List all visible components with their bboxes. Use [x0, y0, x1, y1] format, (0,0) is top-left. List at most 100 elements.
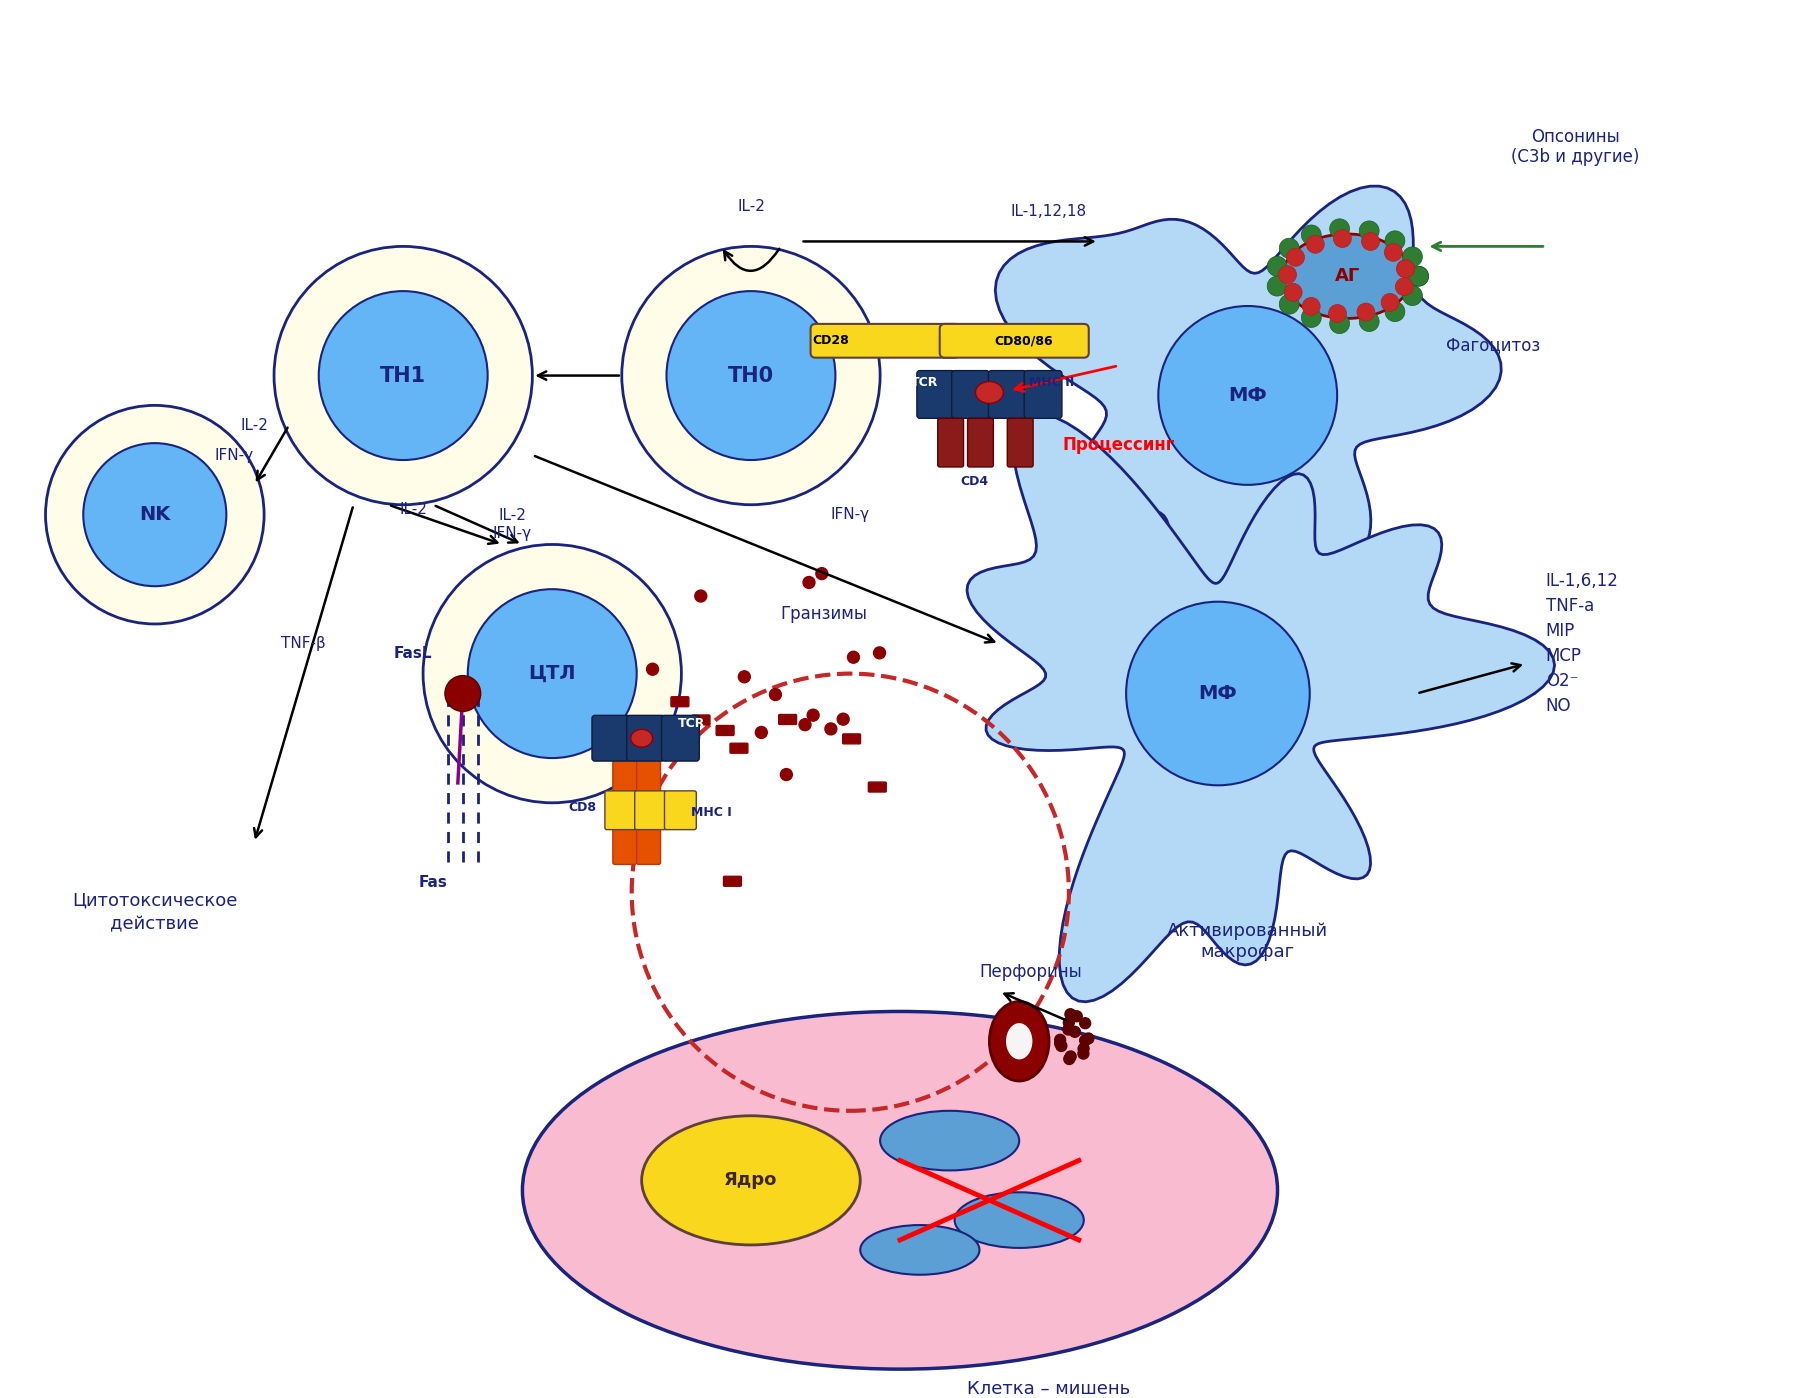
Circle shape [1302, 298, 1320, 316]
FancyBboxPatch shape [1024, 370, 1062, 418]
Circle shape [83, 443, 226, 586]
Circle shape [1055, 1037, 1066, 1048]
Text: MHC II: MHC II [1030, 376, 1075, 389]
Circle shape [45, 405, 264, 624]
Circle shape [739, 671, 750, 682]
Ellipse shape [954, 1192, 1084, 1248]
Text: Ядро: Ядро [725, 1172, 777, 1190]
FancyBboxPatch shape [868, 781, 886, 793]
Text: Перфорины: Перфорины [980, 963, 1082, 981]
FancyBboxPatch shape [730, 744, 748, 754]
Text: CD8: CD8 [569, 801, 596, 814]
FancyBboxPatch shape [988, 370, 1026, 418]
Text: Опсонины
(С3b и другие): Опсонины (С3b и другие) [1511, 127, 1640, 166]
FancyBboxPatch shape [655, 745, 673, 755]
Circle shape [1066, 1051, 1076, 1062]
Circle shape [694, 590, 707, 603]
FancyBboxPatch shape [917, 370, 954, 418]
Text: Клетка – мишень: Клетка – мишень [967, 1380, 1130, 1398]
Text: IL-2
IFN-γ: IL-2 IFN-γ [493, 509, 533, 541]
Circle shape [1403, 285, 1423, 306]
Circle shape [1286, 249, 1304, 266]
Circle shape [1071, 1011, 1082, 1022]
Circle shape [1356, 303, 1374, 322]
Circle shape [1396, 260, 1414, 278]
Circle shape [468, 589, 637, 758]
FancyBboxPatch shape [666, 794, 684, 804]
Circle shape [1306, 235, 1324, 253]
Circle shape [1360, 221, 1380, 240]
FancyBboxPatch shape [843, 734, 861, 744]
Text: IL-2: IL-2 [240, 418, 267, 433]
Circle shape [623, 246, 881, 505]
FancyBboxPatch shape [626, 716, 664, 761]
Circle shape [1381, 294, 1399, 312]
Circle shape [755, 727, 768, 738]
Circle shape [1084, 1033, 1094, 1044]
Circle shape [825, 723, 836, 735]
Text: АГ: АГ [1335, 267, 1360, 285]
Circle shape [1408, 266, 1428, 287]
Text: ТН1: ТН1 [380, 365, 427, 386]
Circle shape [1078, 1043, 1089, 1054]
FancyBboxPatch shape [967, 418, 994, 467]
FancyBboxPatch shape [614, 721, 637, 864]
Circle shape [1080, 1018, 1091, 1029]
Text: MHC I: MHC I [691, 807, 732, 819]
Circle shape [1408, 266, 1428, 287]
FancyBboxPatch shape [592, 716, 630, 761]
Circle shape [1078, 1048, 1089, 1060]
Circle shape [319, 291, 488, 460]
Circle shape [816, 568, 827, 580]
Text: ТН0: ТН0 [728, 365, 773, 386]
Ellipse shape [642, 1116, 861, 1246]
Circle shape [646, 663, 658, 675]
Ellipse shape [861, 1225, 980, 1275]
FancyBboxPatch shape [811, 324, 960, 358]
Text: IFN-γ: IFN-γ [831, 507, 870, 523]
Circle shape [1329, 305, 1346, 323]
Polygon shape [967, 414, 1555, 1002]
Text: CD28: CD28 [813, 334, 849, 347]
FancyBboxPatch shape [637, 721, 660, 864]
Circle shape [1301, 225, 1320, 245]
Text: IL-2: IL-2 [737, 199, 764, 214]
Circle shape [1279, 238, 1299, 259]
FancyBboxPatch shape [671, 696, 689, 706]
FancyBboxPatch shape [1006, 418, 1033, 467]
Circle shape [874, 647, 886, 658]
Circle shape [1267, 256, 1286, 277]
Circle shape [1333, 229, 1351, 247]
Text: IL-1,6,12
TNF-a
MIP
MCP
O2⁻
NO: IL-1,6,12 TNF-a MIP MCP O2⁻ NO [1546, 572, 1618, 716]
FancyBboxPatch shape [635, 791, 667, 829]
Circle shape [423, 544, 682, 802]
Ellipse shape [881, 1111, 1019, 1170]
Ellipse shape [990, 1001, 1049, 1081]
Circle shape [1385, 243, 1403, 261]
Circle shape [1385, 302, 1405, 322]
FancyBboxPatch shape [951, 370, 990, 418]
Circle shape [1329, 313, 1349, 334]
Circle shape [1066, 1009, 1076, 1019]
Polygon shape [996, 186, 1502, 670]
Circle shape [1279, 295, 1299, 315]
Text: Fas: Fas [418, 875, 447, 889]
Circle shape [838, 713, 849, 726]
Circle shape [1069, 1026, 1080, 1037]
Circle shape [1396, 278, 1414, 296]
Circle shape [807, 709, 820, 721]
FancyBboxPatch shape [605, 791, 637, 829]
Text: TCR: TCR [911, 376, 938, 389]
Circle shape [1385, 231, 1405, 250]
Ellipse shape [522, 1011, 1277, 1369]
Circle shape [445, 675, 481, 712]
Circle shape [1062, 1025, 1075, 1035]
Text: TNF-β: TNF-β [282, 636, 327, 651]
Text: TCR: TCR [678, 717, 705, 730]
Circle shape [1064, 1018, 1075, 1028]
FancyBboxPatch shape [664, 791, 696, 829]
Text: NK: NK [140, 505, 170, 524]
Text: IL-1,12,18: IL-1,12,18 [1012, 204, 1087, 219]
Circle shape [1057, 1040, 1067, 1051]
FancyBboxPatch shape [662, 716, 700, 761]
